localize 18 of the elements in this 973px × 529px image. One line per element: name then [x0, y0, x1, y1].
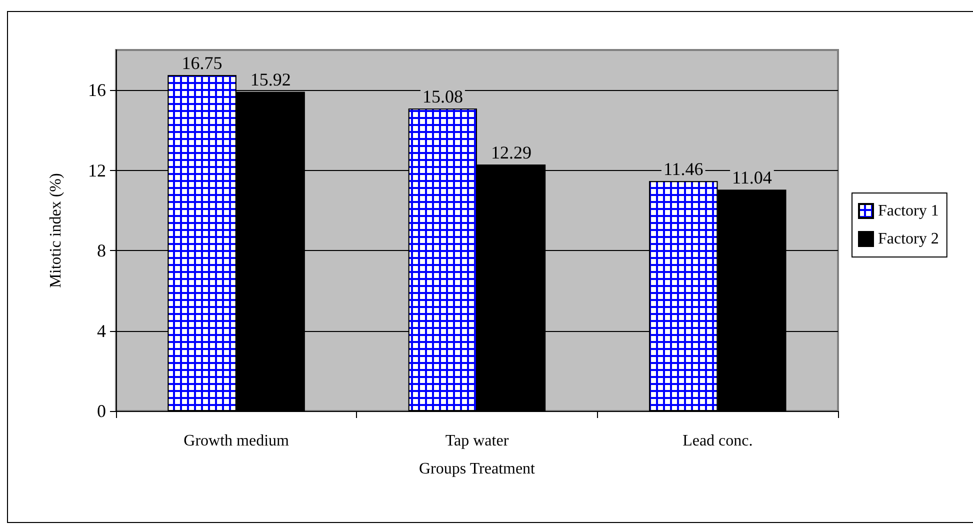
y-tick-label: 16 — [88, 80, 106, 100]
x-tick-label: Growth medium — [184, 432, 290, 450]
x-tick-label: Tap water — [445, 432, 510, 450]
data-label: 15.92 — [250, 70, 291, 90]
data-label: 16.75 — [182, 53, 222, 74]
data-label: 11.04 — [732, 168, 772, 188]
x-tick-label: Lead conc. — [682, 432, 753, 450]
data-label: 12.29 — [491, 142, 532, 163]
y-tick-label: 0 — [97, 401, 106, 421]
y-tick-label: 12 — [88, 160, 106, 180]
data-label: 15.08 — [422, 86, 463, 107]
data-label: 11.46 — [663, 159, 704, 180]
y-tick-label: 4 — [97, 320, 106, 341]
y-axis-title: Mitotic index (%) — [48, 173, 64, 288]
legend-label: Factory 2 — [878, 230, 939, 248]
legend-label: Factory 1 — [878, 202, 939, 220]
y-tick-label: 8 — [97, 240, 106, 261]
x-axis-title: Groups Treatment — [419, 460, 536, 478]
